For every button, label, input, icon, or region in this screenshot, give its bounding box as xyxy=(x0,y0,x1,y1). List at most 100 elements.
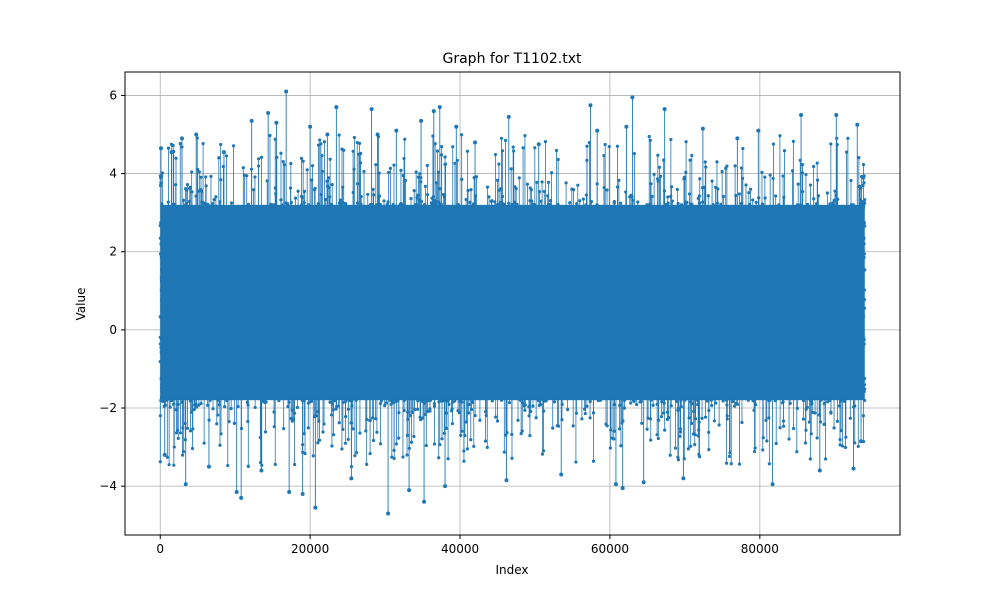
data-point xyxy=(392,163,396,167)
data-point xyxy=(610,436,614,440)
data-point xyxy=(323,197,328,202)
data-point xyxy=(484,410,488,414)
data-point xyxy=(199,175,203,179)
data-point xyxy=(457,410,461,415)
edge-point xyxy=(159,242,163,246)
data-point xyxy=(538,402,543,407)
data-point xyxy=(666,195,670,199)
data-point xyxy=(812,197,816,201)
data-point xyxy=(640,421,644,425)
data-point xyxy=(440,437,444,441)
data-point xyxy=(752,449,757,454)
edge-point xyxy=(862,181,866,185)
data-point xyxy=(270,203,274,207)
data-point xyxy=(843,445,848,450)
data-point xyxy=(416,399,420,403)
data-point xyxy=(554,148,559,153)
data-point xyxy=(813,411,817,415)
data-point xyxy=(835,419,840,423)
data-point xyxy=(693,417,698,421)
data-point xyxy=(359,194,363,199)
outlier-point xyxy=(194,132,199,137)
data-point xyxy=(707,408,711,413)
data-point xyxy=(319,142,323,146)
data-point xyxy=(636,200,640,204)
outlier-point xyxy=(817,468,822,473)
outlier-point xyxy=(179,136,184,141)
data-point xyxy=(503,138,508,143)
data-point xyxy=(414,203,418,207)
data-point xyxy=(519,431,523,436)
data-point xyxy=(464,197,468,202)
data-point xyxy=(359,202,363,206)
data-point xyxy=(374,163,378,167)
data-point xyxy=(602,185,606,190)
data-point xyxy=(378,442,383,446)
data-point xyxy=(649,438,653,442)
data-point xyxy=(617,427,622,431)
data-point xyxy=(514,203,518,207)
data-point xyxy=(616,185,620,189)
data-point xyxy=(656,436,660,441)
data-point xyxy=(666,201,670,205)
data-point xyxy=(619,201,623,205)
data-point xyxy=(739,166,744,170)
data-point xyxy=(211,201,215,206)
data-point xyxy=(300,203,304,207)
edge-point xyxy=(158,414,162,418)
edge-point xyxy=(861,396,865,400)
data-point xyxy=(176,436,180,440)
edge-point xyxy=(158,252,163,256)
data-point xyxy=(585,144,589,148)
edge-point xyxy=(862,306,867,310)
data-point xyxy=(500,149,505,153)
data-point xyxy=(327,176,331,180)
outlier-point xyxy=(662,107,667,112)
data-point xyxy=(704,165,708,169)
data-point xyxy=(707,430,711,435)
data-point xyxy=(849,178,853,183)
data-point xyxy=(246,419,250,424)
data-point xyxy=(397,436,401,440)
data-point xyxy=(385,202,389,207)
data-point xyxy=(774,194,778,198)
data-point xyxy=(418,415,422,419)
edge-point xyxy=(160,288,164,292)
data-point xyxy=(391,399,395,404)
data-point xyxy=(705,399,709,403)
data-point xyxy=(837,404,842,408)
edge-point xyxy=(158,360,162,364)
data-point xyxy=(583,407,587,411)
data-point xyxy=(339,198,343,202)
data-point xyxy=(603,142,607,147)
axes-frame xyxy=(124,71,901,536)
data-point xyxy=(321,430,325,434)
data-point xyxy=(502,202,506,206)
data-point xyxy=(428,409,432,413)
data-point xyxy=(734,401,738,405)
data-point xyxy=(510,432,514,437)
outlier-point xyxy=(504,478,509,483)
data-point xyxy=(172,463,176,467)
data-point xyxy=(460,177,464,181)
data-point xyxy=(379,399,384,403)
data-point xyxy=(330,202,334,206)
data-point xyxy=(534,416,538,420)
data-point xyxy=(429,201,434,205)
data-point xyxy=(405,433,410,437)
data-point xyxy=(771,142,776,146)
edge-point xyxy=(159,386,164,390)
edge-point xyxy=(862,221,866,225)
data-point xyxy=(678,434,682,438)
data-point xyxy=(815,161,819,165)
data-point xyxy=(652,172,656,176)
data-point xyxy=(511,145,515,149)
outlier-point xyxy=(630,95,635,100)
data-point xyxy=(384,401,388,405)
data-point xyxy=(532,202,537,207)
outlier-point xyxy=(249,118,254,123)
data-point xyxy=(466,188,470,193)
data-point xyxy=(450,407,454,411)
data-point xyxy=(489,199,493,203)
data-point xyxy=(478,418,482,422)
